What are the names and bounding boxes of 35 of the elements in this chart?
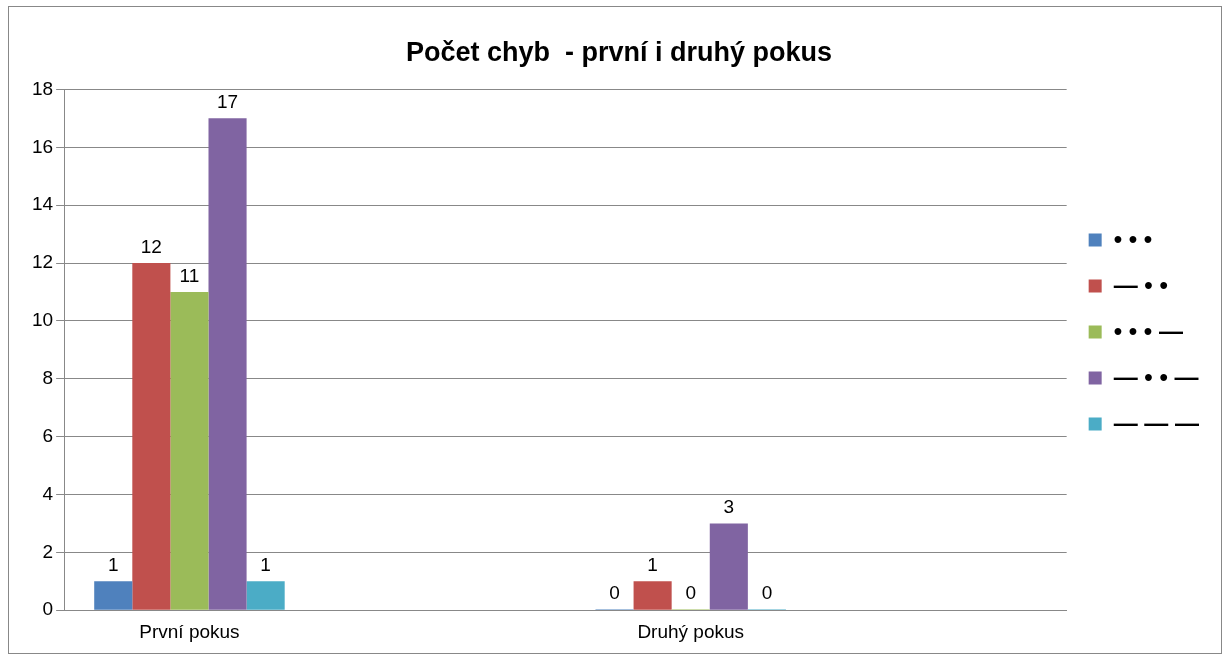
- legend-label: — • •: [1113, 270, 1168, 298]
- data-label: 12: [140, 235, 162, 257]
- data-label: 0: [609, 581, 620, 603]
- y-tick-label: 0: [42, 598, 54, 620]
- data-label: 11: [179, 264, 200, 286]
- legend-label: • • •: [1113, 224, 1153, 252]
- x-tick-label: Druhý pokus: [637, 620, 745, 642]
- bar: [132, 263, 171, 610]
- y-tick-label: 10: [31, 309, 54, 331]
- y-tick-label: 14: [31, 193, 54, 215]
- data-label: 0: [685, 581, 696, 603]
- y-tick-label: 8: [42, 366, 54, 388]
- legend-label: — • • —: [1113, 362, 1199, 390]
- data-label: 17: [216, 91, 239, 113]
- y-tick-label: 2: [42, 540, 54, 562]
- y-tick-label: 12: [31, 251, 54, 273]
- y-tick-label: 18: [31, 77, 54, 99]
- bar: [709, 523, 748, 610]
- y-tick-label: 16: [31, 135, 54, 157]
- data-label: 3: [723, 496, 735, 518]
- legend-label: — — —: [1113, 408, 1200, 436]
- y-tick-label: 4: [42, 482, 54, 504]
- x-tick-label: První pokus: [139, 620, 240, 642]
- bar: [208, 118, 247, 610]
- data-label: 1: [260, 554, 271, 575]
- bar: [246, 581, 285, 610]
- bar: [633, 581, 672, 610]
- bar: [170, 291, 209, 610]
- legend-label: • • • —: [1113, 316, 1183, 344]
- data-label: 0: [761, 581, 773, 603]
- data-label: 1: [107, 554, 119, 575]
- y-tick-label: 6: [42, 424, 54, 446]
- data-label: 1: [647, 554, 658, 575]
- bar: [94, 581, 133, 610]
- chart-title: Počet chyb - první i druhý pokus: [405, 36, 833, 67]
